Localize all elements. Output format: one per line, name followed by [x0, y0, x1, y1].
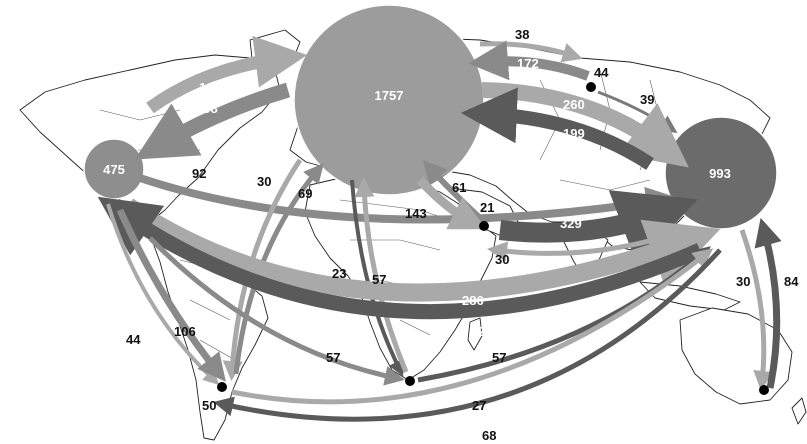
flow-label-na-eu-upper: 160 [199, 80, 221, 95]
australia-point [759, 385, 769, 395]
flow-label-eu-ru-lower: 172 [517, 56, 539, 71]
flow-eu-asia-lower [460, 87, 654, 170]
flow-label-eu-safrica-a: 23 [332, 266, 346, 281]
flow-label-eu-mideast: 143 [405, 206, 427, 221]
flow-label-na-sam-outer: 44 [126, 332, 141, 347]
flow-sam-aus-upper [231, 248, 714, 405]
flow-label-mideast-eu: 61 [452, 180, 466, 195]
flow-label-na-asia-top: 92 [192, 166, 206, 181]
flow-label-russia-node: 44 [594, 65, 609, 80]
flow-eu-mideast [416, 176, 487, 230]
flow-na-asia-top [138, 174, 679, 224]
flow-label-asia-mideast: 329 [560, 216, 582, 231]
flow-aus-asia-right [754, 217, 782, 389]
flow-label-sam-node: 50 [202, 398, 216, 413]
flow-label-mideast-node: 21 [480, 200, 494, 215]
south-america-point [217, 382, 227, 392]
east-asia-node-label: 993 [709, 166, 731, 181]
flow-asia-na-big [97, 196, 704, 320]
flow-label-af-na-right: 69 [298, 186, 312, 201]
europe-node-label: 1757 [375, 88, 404, 103]
flow-arrows [97, 35, 782, 422]
flow-label-eu-asia-lower: 199 [563, 126, 585, 141]
flow-label-na-eu-lower: 208 [196, 101, 218, 116]
flow-label-af-na-left: 30 [257, 174, 271, 189]
mideast-point [479, 221, 489, 231]
flow-label-sam-aus-upper: 27 [472, 398, 486, 413]
flow-eu-ru-lower [468, 40, 590, 81]
new-zealand-land [791, 397, 807, 425]
flow-na-eu-lower [134, 82, 291, 160]
flow-na-sam-inner [116, 208, 226, 382]
flow-label-eu-asia-upper: 260 [563, 97, 585, 112]
flow-asia-mideast [498, 190, 698, 265]
flow-sam-aus-lower [213, 248, 722, 422]
flow-label-eu-safrica-b: 57 [372, 272, 386, 287]
flow-aus-asia-left [739, 229, 774, 391]
north-america-land [19, 54, 281, 223]
flow-label-ru-asia: 39 [640, 92, 654, 107]
flow-label-na-sam-inner: 106 [174, 324, 196, 339]
flow-sam-safrica [148, 236, 405, 386]
flow-na-asia-big [123, 198, 721, 302]
south-africa-point [405, 376, 415, 386]
flow-eu-safrica-b [354, 177, 409, 373]
flow-label-aus-asia-right: 84 [784, 274, 799, 289]
flow-label-sam-aus-lower: 68 [482, 428, 496, 443]
flow-label-na-asia-big: 286 [462, 293, 484, 308]
flow-label-safrica-asia: 57 [492, 350, 506, 365]
north-america-node-label: 475 [103, 162, 125, 177]
flow-label-mideast-asia: 30 [495, 252, 509, 267]
flow-label-asia-na-big: 204 [478, 324, 500, 339]
flow-label-sam-safrica: 57 [326, 350, 340, 365]
flow-na-sam-outer [106, 203, 220, 385]
flow-label-eu-ru-upper: 38 [515, 27, 529, 42]
flow-na-eu-upper [146, 35, 308, 114]
madagascar-land [467, 317, 483, 351]
russia-point [586, 82, 596, 92]
flow-label-aus-asia-left: 30 [736, 274, 750, 289]
